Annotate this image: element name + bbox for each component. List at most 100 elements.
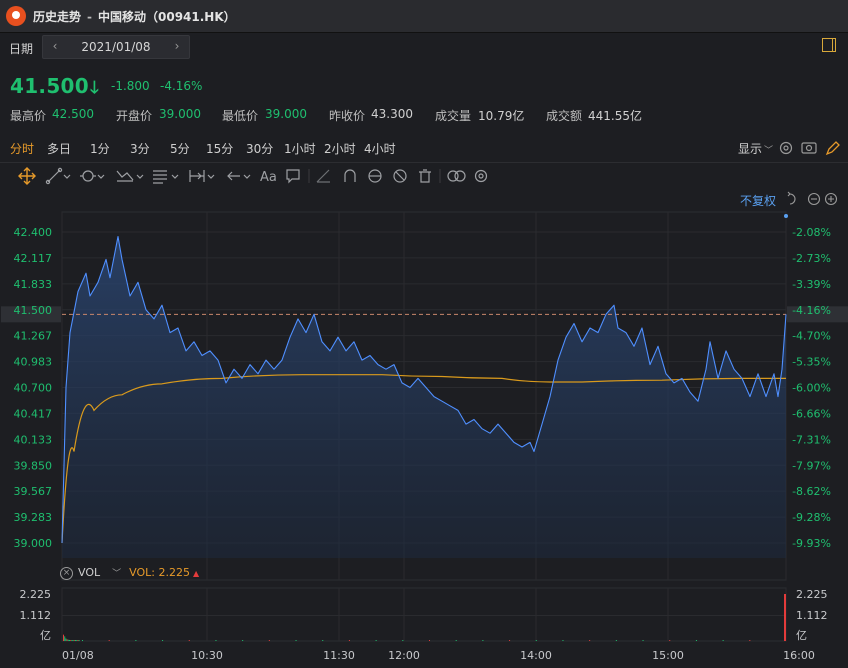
pencil-icon[interactable] <box>825 141 840 156</box>
settings-icon[interactable] <box>779 141 793 155</box>
compare-icon[interactable] <box>447 170 466 182</box>
stat-volume-value: 10.79亿 <box>478 109 525 123</box>
left-tick-label: 42.400 <box>14 226 53 239</box>
volume-bar <box>188 640 190 641</box>
toolbar-settings-icon[interactable] <box>474 169 488 183</box>
date-picker[interactable]: ‹ 2021/01/08 › <box>42 35 190 59</box>
volume-bar <box>135 640 137 641</box>
volume-bar <box>562 640 564 641</box>
adjust-mode-link[interactable]: 不复权 <box>740 194 777 208</box>
right-tick-label: -9.28% <box>792 511 831 524</box>
angle-tool-icon[interactable] <box>316 169 330 183</box>
left-tick-label: 39.850 <box>14 459 53 472</box>
date-value[interactable]: 2021/01/08 <box>81 40 151 54</box>
volume-bar <box>64 636 66 641</box>
volume-bar <box>722 640 724 641</box>
x-tick-label: 10:30 <box>191 649 223 662</box>
volume-right-tick: 亿 <box>796 629 807 642</box>
volume-bar <box>162 640 164 641</box>
price-line <box>61 236 787 544</box>
comment-tool-icon[interactable] <box>286 169 300 184</box>
toolbar-icons: Aa <box>18 167 488 185</box>
shape-tool-icon[interactable] <box>80 170 105 182</box>
current-price: 41.500🡓 <box>10 74 99 104</box>
display-menu-label[interactable]: 显示 <box>738 142 763 156</box>
volume-right-tick: 2.225 <box>796 588 828 601</box>
volume-bar <box>295 640 297 641</box>
left-tick-label: 41.267 <box>14 330 53 343</box>
display-menu[interactable]: 显示 ﹀ <box>738 140 773 157</box>
right-tick-label: -4.70% <box>792 330 831 343</box>
volume-bar <box>784 594 786 641</box>
tab-5min[interactable]: 5分 <box>170 142 190 156</box>
tab-2hour[interactable]: 2小时 <box>324 142 356 156</box>
volume-bar <box>242 640 244 641</box>
hide-icon[interactable] <box>393 169 407 183</box>
next-date-icon[interactable]: › <box>174 39 180 53</box>
tab-1min[interactable]: 1分 <box>90 142 110 156</box>
tab-4hour[interactable]: 4小时 <box>364 142 396 156</box>
chart-actions <box>779 141 840 156</box>
right-tick-label: -6.00% <box>792 382 831 395</box>
volume-bar <box>322 640 324 641</box>
close-indicator-icon[interactable]: × <box>60 566 73 580</box>
x-tick-label: 15:00 <box>652 649 684 662</box>
volume-bar <box>589 640 591 641</box>
stat-turnover-label: 成交额 <box>546 109 583 123</box>
volume-bar <box>70 640 72 641</box>
move-crosshair-icon[interactable] <box>18 167 36 185</box>
tab-15min[interactable]: 15分 <box>206 142 234 156</box>
tab-3min[interactable]: 3分 <box>130 142 150 156</box>
window-title-text: 历史走势 <box>33 10 82 24</box>
date-label: 日期 <box>9 42 34 56</box>
stat-low-label: 最低价 <box>222 109 259 123</box>
lock-icon[interactable] <box>368 169 382 183</box>
volume-value: VOL: 2.225 <box>129 566 190 579</box>
tab-1hour[interactable]: 1小时 <box>284 142 316 156</box>
price-chart[interactable]: 42.400 42.117 41.833 41.500 41.267 40.983 40.7… <box>0 188 848 668</box>
current-price-tag-left <box>1 306 61 323</box>
volume-bar <box>215 640 217 641</box>
app-logo-icon <box>6 6 26 26</box>
volume-right-tick: 1.112 <box>796 609 828 622</box>
left-tick-label: 40.983 <box>14 356 53 369</box>
left-tick-label: 40.133 <box>14 433 53 446</box>
stat-prevclose-label: 昨收价 <box>329 109 366 123</box>
volume-bar <box>73 640 75 641</box>
left-tick-label: 39.567 <box>14 485 53 498</box>
magnet-icon[interactable] <box>344 169 356 182</box>
zoom-out-icon[interactable] <box>807 192 821 206</box>
x-tick-label: 01/08 <box>62 649 94 662</box>
tab-30min[interactable]: 30分 <box>246 142 274 156</box>
reset-icon[interactable] <box>787 191 796 205</box>
chart-zoom-controls <box>787 191 838 206</box>
volume-bar <box>429 640 430 641</box>
volume-label[interactable]: VOL <box>78 566 101 579</box>
down-arrow-icon: 🡓 <box>89 78 100 98</box>
left-tick-label: 40.417 <box>14 407 53 420</box>
tab-multiday[interactable]: 多日 <box>47 142 72 156</box>
measure-tool-icon[interactable] <box>189 170 215 182</box>
lines-tool-icon[interactable] <box>153 170 179 184</box>
prev-date-icon[interactable]: ‹ <box>52 39 58 53</box>
current-price-tag-right <box>787 306 848 323</box>
tab-fenshi[interactable]: 分时 <box>10 142 35 156</box>
volume-bar <box>535 640 537 641</box>
volume-up-indicator: ▲ <box>192 569 200 578</box>
volume-bar <box>402 640 404 641</box>
fib-tool-icon[interactable] <box>116 170 144 182</box>
stat-volume-label: 成交量 <box>435 109 472 123</box>
text-tool-icon[interactable]: Aa <box>260 170 277 185</box>
left-tick-label: 40.700 <box>14 382 53 395</box>
volume-dropdown-icon[interactable]: ﹀ <box>112 569 122 579</box>
camera-icon[interactable] <box>801 142 817 154</box>
volume-bar <box>642 640 644 641</box>
volume-left-tick: 1.112 <box>20 609 52 622</box>
volume-bar <box>76 640 78 641</box>
right-tick-label: -7.97% <box>792 459 831 472</box>
undo-arrow-icon[interactable] <box>227 171 251 181</box>
zoom-in-icon[interactable] <box>824 192 838 206</box>
trash-icon[interactable] <box>419 169 431 183</box>
panel-toggle-icon[interactable] <box>822 38 836 52</box>
line-tool-icon[interactable] <box>45 167 71 185</box>
